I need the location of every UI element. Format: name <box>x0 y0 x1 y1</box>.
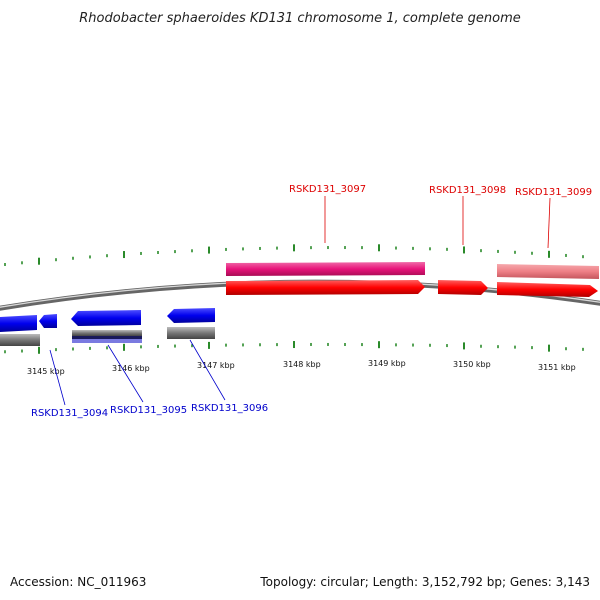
tick-marks-inner <box>4 341 584 354</box>
tick-label-3151: 3151 kbp <box>538 363 576 372</box>
tick-label-3148: 3148 kbp <box>283 360 321 369</box>
tick-label-3149: 3149 kbp <box>368 359 406 368</box>
gene-label-3099[interactable]: RSKD131_3099 <box>515 187 592 198</box>
tick-label-3150: 3150 kbp <box>453 360 491 369</box>
scale-labels: 3145 kbp 3146 kbp 3147 kbp 3148 kbp 3149… <box>27 359 576 376</box>
gene-arrow-3096[interactable] <box>167 308 215 323</box>
tick-label-3146: 3146 kbp <box>112 364 150 373</box>
gene-arrow-3097[interactable] <box>226 280 425 295</box>
gene-label-3098[interactable]: RSKD131_3098 <box>429 185 506 196</box>
reverse-gene-labels: RSKD131_3094 RSKD131_3095 RSKD131_3096 <box>31 339 268 419</box>
gene-feature-3097-bar[interactable] <box>226 262 425 276</box>
gene-arrow-3098[interactable] <box>438 280 488 295</box>
gene-feature-3095-dark[interactable] <box>72 336 142 339</box>
tick-marks-outer <box>4 244 584 266</box>
gene-arrow-3094[interactable] <box>39 314 57 328</box>
gene-label-3096[interactable]: RSKD131_3096 <box>191 403 268 414</box>
gene-feature-3096-gray[interactable] <box>167 327 215 339</box>
tick-label-3145: 3145 kbp <box>27 367 65 376</box>
leader-line-3094 <box>49 349 66 406</box>
accession-text: Accession: NC_011963 <box>10 575 147 589</box>
genome-summary-text: Topology: circular; Length: 3,152,792 bp… <box>260 575 590 589</box>
gene-arrow-3099[interactable] <box>497 282 598 297</box>
leader-line-3095 <box>107 344 144 403</box>
gene-feature-3099-bar[interactable] <box>497 264 599 279</box>
gene-feature-3095-violet[interactable] <box>72 339 142 343</box>
gene-label-3095[interactable]: RSKD131_3095 <box>110 405 187 416</box>
forward-gene-labels: RSKD131_3097 RSKD131_3098 RSKD131_3099 <box>289 184 592 249</box>
tick-label-3147: 3147 kbp <box>197 361 235 370</box>
gene-label-3094[interactable]: RSKD131_3094 <box>31 408 108 419</box>
leader-line-3099 <box>547 197 551 249</box>
gene-feature-gray-partial[interactable] <box>0 334 40 346</box>
gene-label-3097[interactable]: RSKD131_3097 <box>289 184 366 195</box>
gene-arrow-reverse-partial[interactable] <box>0 315 37 332</box>
genome-title: Rhodobacter sphaeroides KD131 chromosome… <box>79 11 521 26</box>
gene-arrow-3095[interactable] <box>71 310 141 326</box>
gene-feature-3095-gray[interactable] <box>72 330 142 336</box>
leader-line-3096 <box>189 339 226 401</box>
